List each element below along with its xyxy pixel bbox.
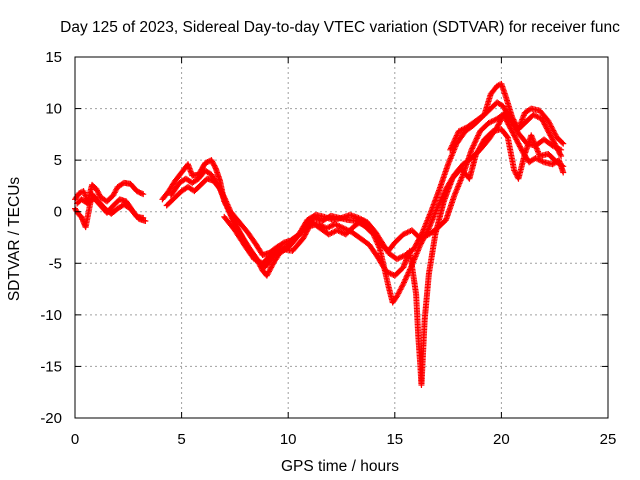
x-tick-label: 20 [493, 431, 510, 448]
tick-labels: 0 5 10 15 20 25 -20 -15 -10 -5 0 5 10 15 [40, 49, 616, 448]
y-axis-label: SDTVAR / TECUs [6, 177, 23, 302]
data-point [140, 191, 147, 198]
data-point [558, 146, 565, 153]
data-point [558, 162, 565, 169]
series-track-h [447, 80, 567, 153]
data-point [220, 192, 227, 199]
data-point [558, 153, 565, 160]
y-tick-label: 5 [54, 152, 62, 169]
x-tick-label: 25 [600, 431, 617, 448]
chart-title: Day 125 of 2023, Sidereal Day-to-day VTE… [60, 19, 620, 36]
data-point [559, 139, 566, 146]
y-tick-label: -15 [40, 358, 62, 375]
x-axis-label: GPS time / hours [281, 458, 399, 475]
x-tick-label: 5 [177, 431, 185, 448]
data-point [212, 164, 219, 171]
x-tick-label: 15 [386, 431, 403, 448]
data-point [560, 140, 567, 147]
y-tick-label: -10 [40, 307, 62, 324]
series-track-d [159, 111, 567, 306]
data-point [503, 133, 510, 140]
y-tick-label: 15 [45, 49, 62, 66]
series-track-g [221, 109, 565, 267]
y-tick-label: -20 [40, 410, 62, 427]
data-point [557, 151, 564, 158]
data-point [560, 163, 567, 170]
data-point [399, 282, 406, 289]
x-tick-label: 0 [71, 431, 79, 448]
data-point [142, 217, 149, 224]
series-track-f [167, 99, 565, 263]
y-tick-label: 10 [45, 101, 62, 118]
series-track-c [74, 195, 149, 224]
axis-ticks [74, 56, 609, 419]
data-points [72, 80, 567, 388]
y-tick-label: -5 [49, 255, 62, 272]
x-tick-label: 10 [280, 431, 297, 448]
data-point [560, 169, 567, 176]
plot-frame [74, 56, 609, 419]
series-track-e [163, 126, 567, 388]
series-track-a [72, 179, 147, 205]
y-tick-label: 0 [54, 204, 62, 221]
data-point [138, 190, 145, 197]
